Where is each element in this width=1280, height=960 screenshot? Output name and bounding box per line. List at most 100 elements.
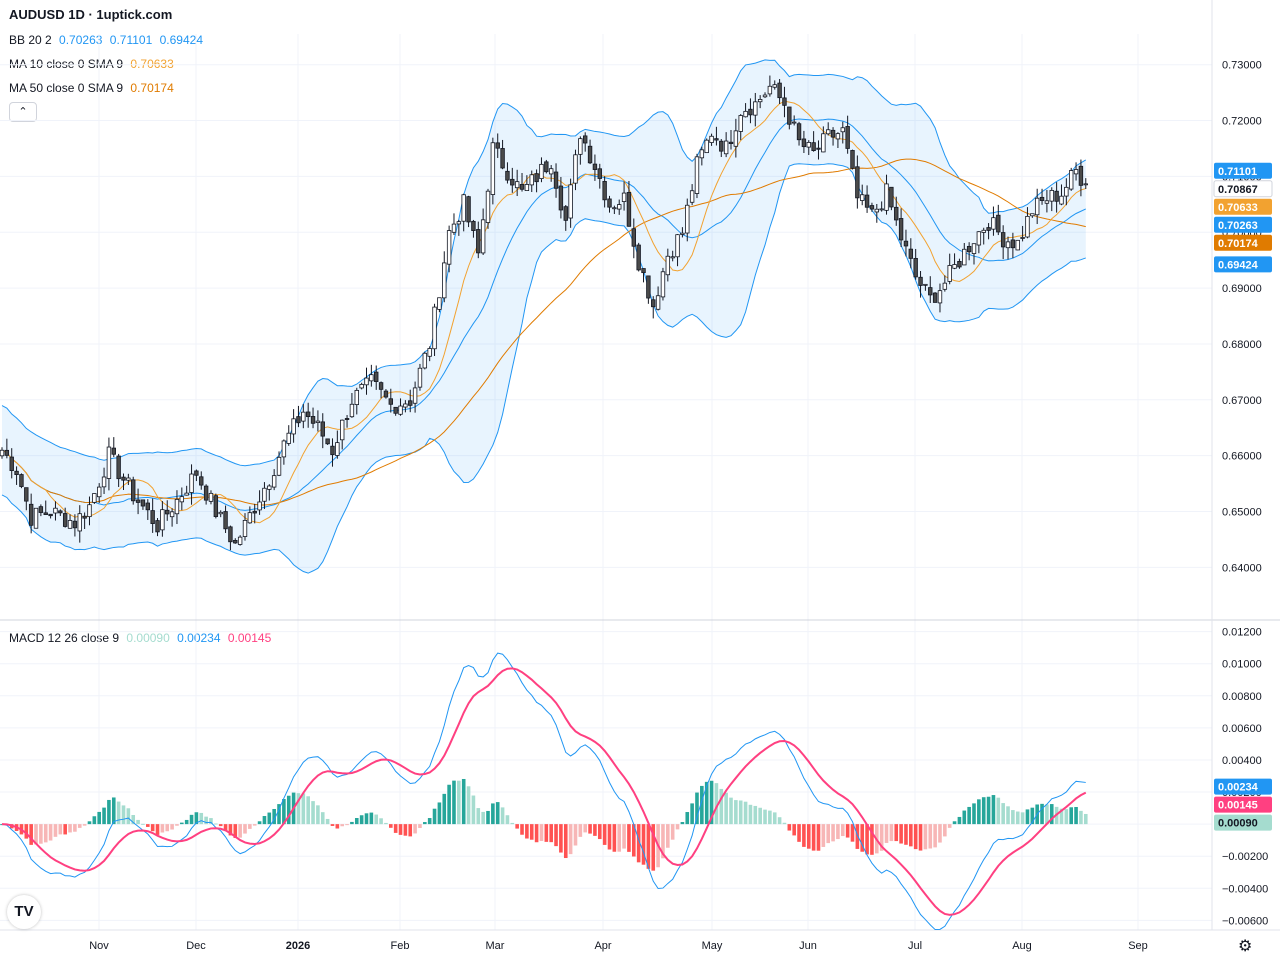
gear-icon[interactable]: ⚙ bbox=[1238, 938, 1253, 955]
candle-body bbox=[548, 168, 554, 175]
legend-macd-hist: 0.00090 bbox=[126, 631, 170, 645]
macd-histogram-bar bbox=[806, 824, 811, 849]
macd-histogram-bar bbox=[865, 824, 869, 855]
candle bbox=[58, 509, 63, 516]
macd-histogram-bar bbox=[39, 824, 43, 844]
candle bbox=[213, 493, 219, 519]
macd-label-box bbox=[1214, 814, 1272, 831]
candle-body bbox=[267, 485, 272, 490]
candle bbox=[670, 250, 675, 262]
candle-body bbox=[816, 147, 821, 150]
candle-body bbox=[787, 106, 792, 125]
candle-body bbox=[1069, 170, 1074, 190]
candle bbox=[991, 206, 996, 236]
legend-macd[interactable]: MACD 12 26 close 9 0.00090 0.00234 0.001… bbox=[9, 631, 275, 645]
candle bbox=[174, 490, 180, 525]
candle bbox=[48, 513, 53, 519]
macd-histogram-bar bbox=[389, 824, 393, 828]
candle-body bbox=[894, 206, 899, 221]
candle bbox=[9, 448, 14, 479]
candle-body bbox=[0, 449, 5, 457]
candle-body bbox=[1078, 165, 1084, 186]
macd-y-tick-label: 0.01200 bbox=[1222, 627, 1262, 639]
candle-body bbox=[918, 276, 923, 286]
macd-histogram-bar bbox=[24, 824, 29, 839]
macd-histogram-bar bbox=[991, 795, 996, 825]
candle bbox=[403, 400, 408, 413]
candle-body bbox=[228, 526, 233, 543]
legend-ma10[interactable]: MA 10 close 0 SMA 9 0.70633 bbox=[9, 57, 178, 71]
price-label-box bbox=[1214, 198, 1272, 215]
macd-histogram-bar bbox=[889, 824, 894, 842]
candle-body bbox=[432, 306, 437, 350]
candle bbox=[675, 234, 680, 267]
candle-body bbox=[826, 129, 831, 135]
macd-histogram-bar bbox=[583, 824, 587, 833]
x-tick-label: May bbox=[702, 940, 723, 952]
candle-body bbox=[1064, 186, 1069, 197]
candle bbox=[928, 276, 933, 304]
macd-histogram-bar bbox=[787, 824, 792, 831]
macd-histogram-bar bbox=[670, 824, 675, 840]
candle bbox=[612, 205, 617, 215]
macd-histogram-bar bbox=[860, 824, 865, 852]
macd-histogram-bar bbox=[296, 793, 301, 825]
macd-histogram-bar bbox=[952, 821, 957, 825]
candle-body bbox=[660, 271, 666, 298]
candle bbox=[476, 221, 481, 259]
candle-body bbox=[257, 501, 262, 511]
candle-body bbox=[160, 509, 165, 531]
price-label-box bbox=[1214, 162, 1272, 179]
macd-histogram-bar bbox=[510, 822, 515, 825]
candle bbox=[349, 392, 355, 418]
candle-body bbox=[97, 486, 102, 498]
price-label: 0.71101 bbox=[1218, 166, 1257, 178]
candle-body bbox=[777, 82, 782, 99]
candle-body bbox=[38, 506, 44, 513]
candle-body bbox=[305, 411, 311, 418]
macd-histogram-bar bbox=[641, 824, 646, 865]
macd-histogram-bar bbox=[466, 786, 471, 825]
legend-bb[interactable]: BB 20 2 0.70263 0.71101 0.69424 bbox=[9, 33, 207, 47]
candle bbox=[408, 389, 413, 413]
candle-body bbox=[889, 186, 894, 208]
candle bbox=[583, 132, 588, 152]
candle bbox=[33, 507, 39, 529]
macd-histogram-bar bbox=[904, 824, 908, 845]
candle bbox=[121, 473, 126, 490]
macd-histogram-bar bbox=[811, 824, 816, 851]
candle bbox=[1000, 225, 1006, 260]
macd-histogram-bar bbox=[214, 823, 218, 825]
macd-histogram-bar bbox=[748, 804, 753, 825]
candle-body bbox=[476, 229, 481, 254]
legend-ma50-value: 0.70174 bbox=[130, 81, 174, 95]
tradingview-logo[interactable]: TV bbox=[7, 895, 41, 929]
candle-body bbox=[471, 220, 476, 231]
candle-body bbox=[442, 262, 447, 299]
macd-histogram-bar bbox=[457, 780, 461, 825]
macd-histogram-bar bbox=[602, 824, 607, 845]
candle-body bbox=[597, 168, 602, 179]
collapse-legend-button[interactable]: ⌃ bbox=[9, 102, 37, 122]
candle-body bbox=[578, 138, 583, 155]
candle bbox=[24, 487, 29, 511]
candle-body bbox=[840, 127, 845, 133]
candle bbox=[344, 415, 350, 428]
macd-histogram-bar bbox=[330, 824, 335, 826]
candle bbox=[816, 140, 821, 160]
macd-y-tick-label: 0.00800 bbox=[1222, 691, 1262, 703]
candle bbox=[553, 163, 559, 198]
candle-body bbox=[607, 198, 612, 208]
candle-body bbox=[174, 498, 180, 515]
candle bbox=[437, 297, 442, 313]
candle-body bbox=[1049, 190, 1054, 202]
candle bbox=[203, 484, 209, 505]
candle-body bbox=[393, 406, 398, 414]
legend-ma50[interactable]: MA 50 close 0 SMA 9 0.70174 bbox=[9, 81, 178, 95]
candle bbox=[685, 198, 690, 242]
candle bbox=[364, 367, 369, 395]
candle-body bbox=[884, 183, 889, 211]
candle bbox=[359, 382, 364, 390]
candle bbox=[514, 169, 520, 197]
